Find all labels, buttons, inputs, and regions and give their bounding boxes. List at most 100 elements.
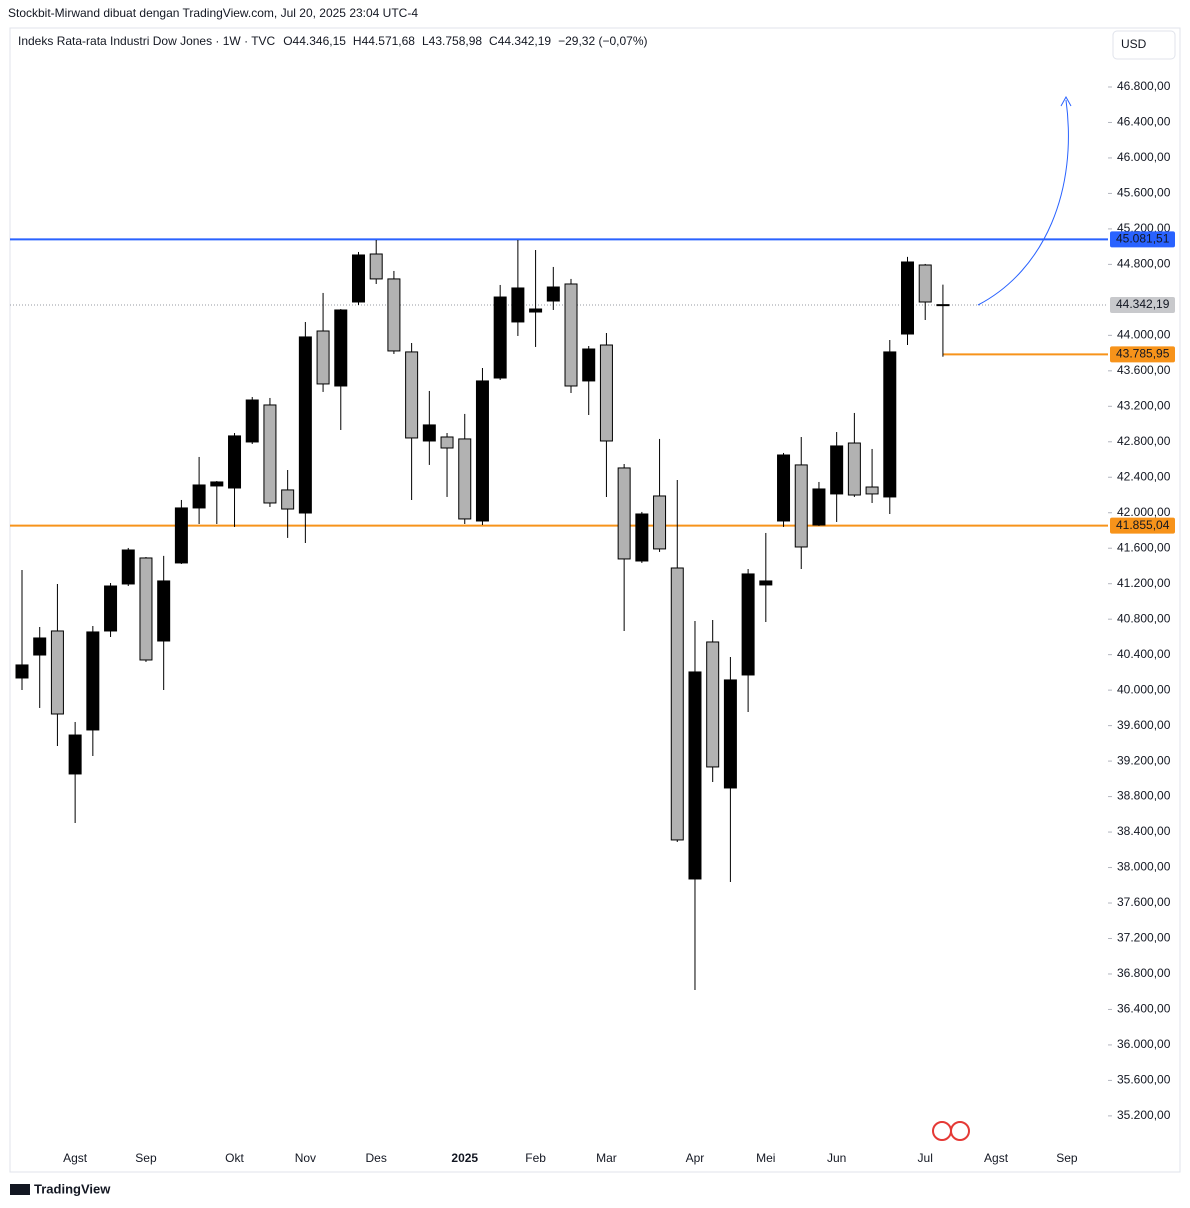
candle-body [475,380,489,522]
candle-body [387,278,401,352]
x-tick-label: Des [366,1151,387,1165]
candle-body [121,549,135,585]
candle-body [281,489,295,510]
candle-body [653,495,667,550]
price-label-bg [1110,296,1175,313]
y-tick-label: 39.600,00 [1117,718,1171,732]
arrow-head [1060,95,1072,107]
candle-body [422,424,436,442]
ohlc-value: C44.342,19 [489,34,551,48]
candle-body [33,637,47,656]
header: Stockbit-Mirwand dibuat dengan TradingVi… [8,6,418,20]
candle-body [723,679,737,789]
ohlc-value: O44.346,15 [283,34,346,48]
ohlc-value: H44.571,68 [353,34,415,48]
price-label-bg [1110,346,1175,363]
candle-body [936,304,950,307]
candle-body [174,507,188,564]
candle-body [706,641,720,768]
y-tick-label: 42.400,00 [1117,469,1171,483]
candle-body [351,254,365,303]
price-label: 44.342,19 [1116,297,1170,311]
price-label-bg [1110,517,1175,534]
candle-body [104,585,118,632]
candle-body [794,464,808,548]
candle-body [777,454,791,522]
candle-body [228,435,242,489]
candle-body [245,399,259,443]
candle-body [263,404,277,504]
ohlc-value: −29,32 (−0,07%) [558,34,647,48]
candle-body [830,445,844,495]
logo-icon [10,1184,30,1195]
y-tick-label: 35.600,00 [1117,1073,1171,1087]
y-tick-label: 45.600,00 [1117,186,1171,200]
candle-body [192,484,206,509]
y-tick-label: 36.000,00 [1117,1037,1171,1051]
candle-body [617,467,631,560]
candle-body [688,671,702,880]
frame [9,27,1181,1173]
candle-body [86,631,100,731]
y-tick-label: 42.000,00 [1117,505,1171,519]
candle-body [334,309,348,387]
candle-body [546,286,560,302]
x-tick-label: Nov [295,1151,316,1165]
currency[interactable]: USD [1121,37,1147,51]
candle-body [405,351,419,439]
candle-body [440,436,454,449]
candle-body [458,438,472,520]
y-tick-label: 36.400,00 [1117,1002,1171,1016]
candle-body [901,261,914,335]
price-label: 45.081,51 [1116,232,1170,246]
candle-body [670,567,684,841]
ohlc-value: L43.758,98 [422,34,482,48]
y-tick-label: 41.200,00 [1117,576,1171,590]
candle-body [865,486,879,495]
currency-box[interactable] [1112,30,1176,60]
candle-body [68,734,82,775]
candle-body [511,287,525,323]
price-label: 41.855,04 [1116,518,1170,532]
arrow-annotation [977,99,1069,306]
candle-body [883,351,897,498]
candle-body [369,253,383,280]
y-tick-label: 38.800,00 [1117,789,1171,803]
candle-body [599,344,613,442]
y-tick-label: 46.000,00 [1117,150,1171,164]
x-tick-label: Okt [225,1151,244,1165]
y-tick-label: 43.200,00 [1117,398,1171,412]
y-tick-label: 38.400,00 [1117,824,1171,838]
price-label-bg [1110,231,1175,248]
candle-body [316,330,330,385]
y-tick-label: 40.400,00 [1117,647,1171,661]
candle-body [139,557,153,661]
candle-body [564,283,578,387]
x-tick-label: Sep [135,1151,157,1165]
flag-icon[interactable] [950,1121,970,1141]
candle-body [918,264,932,303]
candle-body [635,513,649,562]
y-tick-label: 37.600,00 [1117,895,1171,909]
candle-body [582,348,596,382]
x-tick-label: 2025 [451,1151,478,1165]
y-tick-label: 42.800,00 [1117,434,1171,448]
y-tick-label: 38.000,00 [1117,860,1171,874]
candle-body [157,580,171,642]
candle-body [529,308,543,313]
y-tick-label: 41.600,00 [1117,540,1171,554]
y-tick-label: 44.800,00 [1117,257,1171,271]
flag-icon[interactable] [932,1121,952,1141]
y-tick-label: 46.400,00 [1117,115,1171,129]
y-tick-label: 39.200,00 [1117,753,1171,767]
x-tick-label: Sep [1056,1151,1078,1165]
candle-body [298,336,312,514]
candle-body [741,573,755,676]
y-tick-label: 35.200,00 [1117,1108,1171,1122]
x-tick-label: Jul [918,1151,933,1165]
y-tick-label: 36.800,00 [1117,966,1171,980]
x-tick-label: Jun [827,1151,846,1165]
candle-body [15,664,29,679]
x-tick-label: Mar [596,1151,617,1165]
